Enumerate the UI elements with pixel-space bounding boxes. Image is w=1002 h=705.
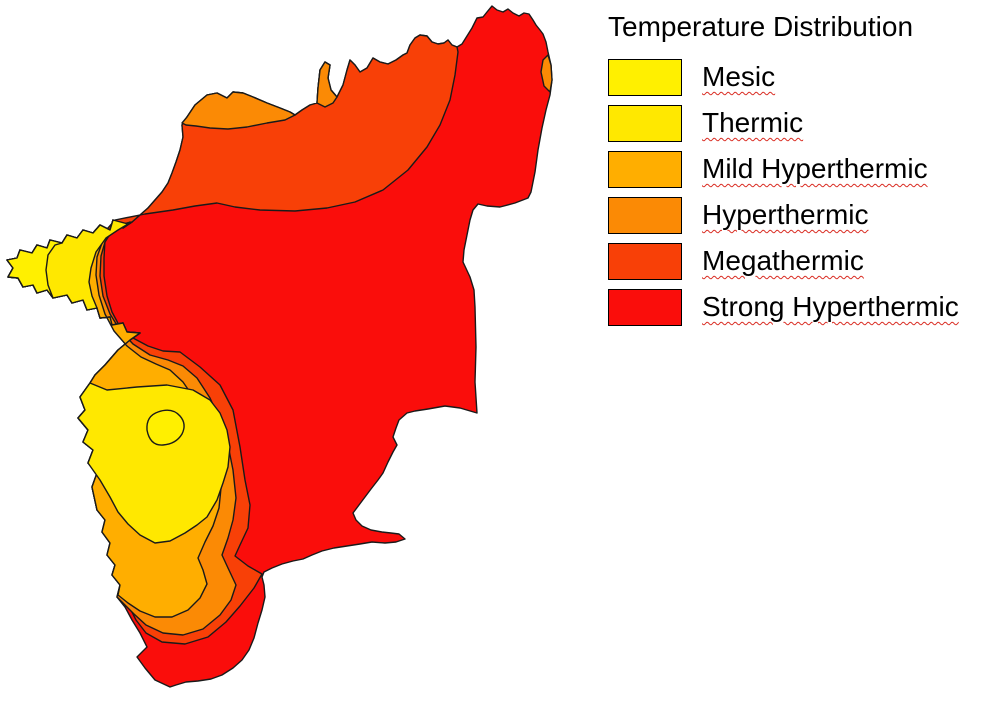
legend-row: Mesic [608,58,1002,96]
legend-label: Megathermic [702,245,864,276]
legend-swatch-mild_hyperthermic [608,150,682,188]
legend-row: Thermic [608,104,1002,142]
map-region-hyperthermic-coast-patch [540,54,553,93]
legend-swatch-mesic [608,58,682,96]
legend-label: Thermic [702,107,804,138]
legend-row: Hyperthermic [608,196,1002,234]
legend-label: Strong Hyperthermic [702,291,959,322]
map-region-hyperthermic-north-patch [181,91,296,130]
legend-label: Mild Hyperthermic [702,153,928,184]
legend-swatch-strong_hyperthermic [608,288,682,326]
legend-title: Temperature Distribution [608,11,914,42]
map-region-thermic-southwest-core [77,382,231,544]
legend-rows: Mesic Thermic Mild Hyperthermic Hyperthermi… [608,58,1002,326]
legend-row: Strong Hyperthermic [608,288,1002,326]
legend-swatch-thermic [608,104,682,142]
legend-swatch-megathermic [608,242,682,280]
map-region-mesic-west-tip [6,239,63,299]
legend-label: Hyperthermic [702,199,869,230]
legend-row: Mild Hyperthermic [608,150,1002,188]
legend-row: Megathermic [608,242,1002,280]
map-region-mesic-core-oval [146,409,185,446]
map-region-hyperthermic-north-sliver [316,61,338,108]
legend-label: Mesic [702,61,776,92]
legend-swatch-hyperthermic [608,196,682,234]
map-legend: Temperature Distribution Mesic Thermic Mil… [608,10,1002,334]
